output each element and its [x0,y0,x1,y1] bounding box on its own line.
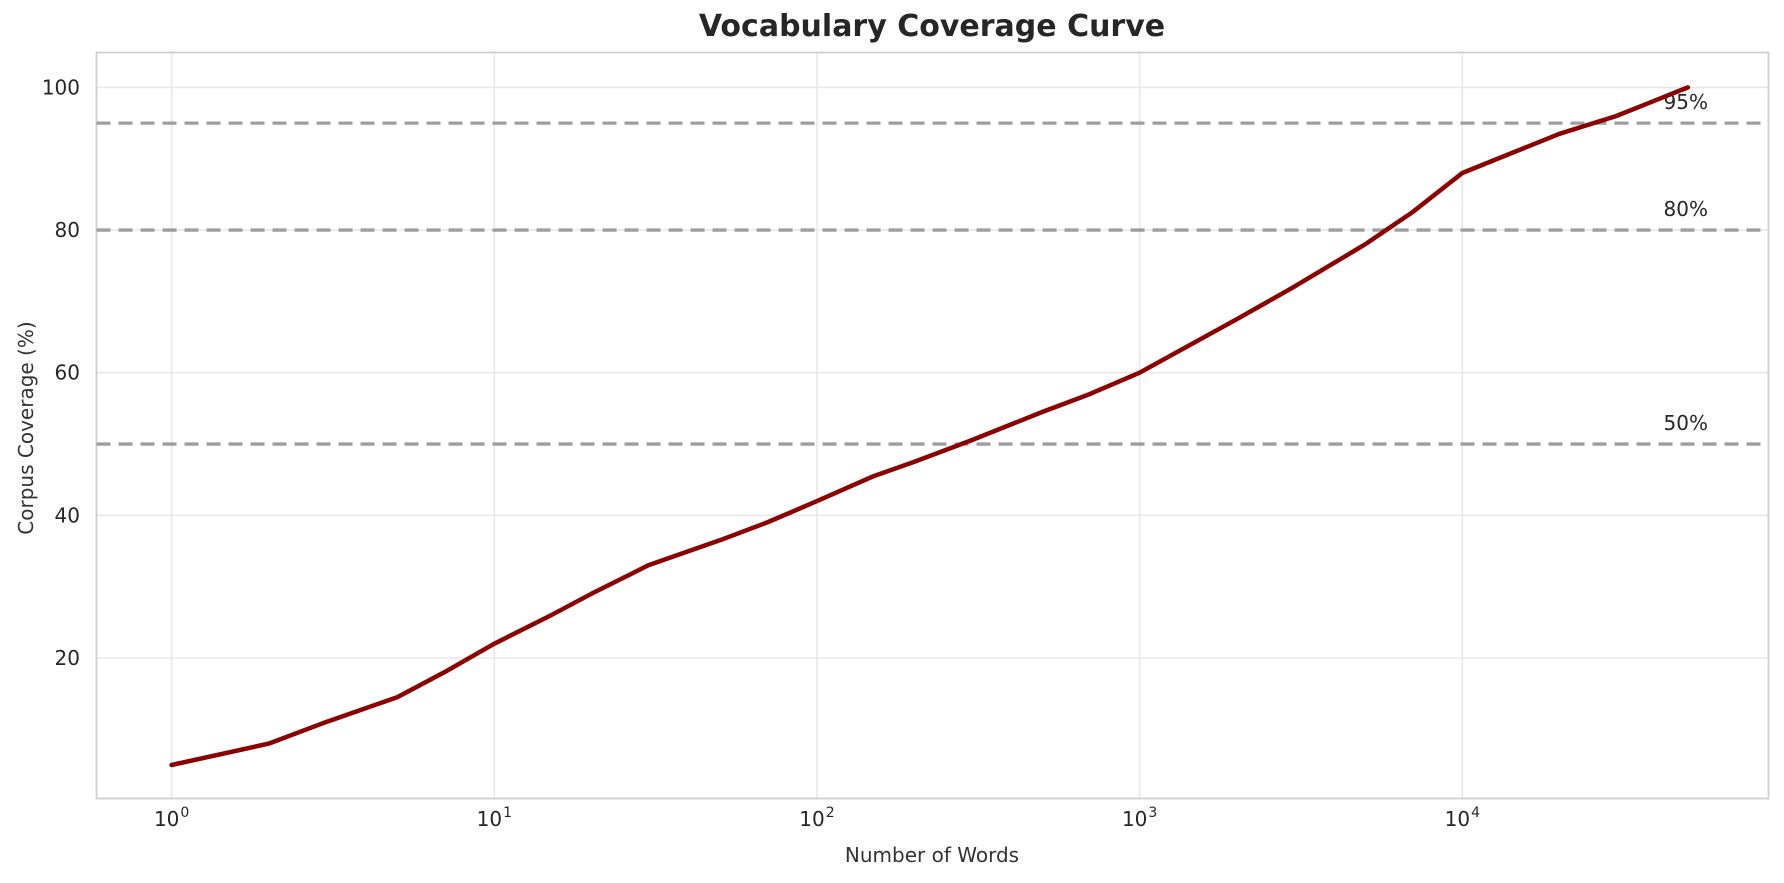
x-tick-label: 101 [477,805,512,831]
x-tick-label: 102 [799,805,834,831]
threshold-label: 50% [1664,411,1708,435]
y-tick-label: 40 [55,503,80,527]
plot-background [96,52,1769,799]
x-tick-label: 103 [1122,805,1157,831]
threshold-label: 80% [1664,197,1708,221]
y-tick-label: 100 [42,75,80,99]
plot-border [95,51,1770,800]
chart-title: Vocabulary Coverage Curve [698,9,1166,44]
x-tick-label: 104 [1445,805,1480,831]
x-tick-label: 100 [154,805,189,831]
x-axis-label: Number of Words [844,843,1020,867]
y-axis-label: Corpus Coverage (%) [14,321,38,535]
y-tick-label: 60 [55,361,80,385]
coverage-curve [169,85,1691,768]
y-tick-label: 20 [55,646,80,670]
y-tick-label: 80 [55,218,80,242]
